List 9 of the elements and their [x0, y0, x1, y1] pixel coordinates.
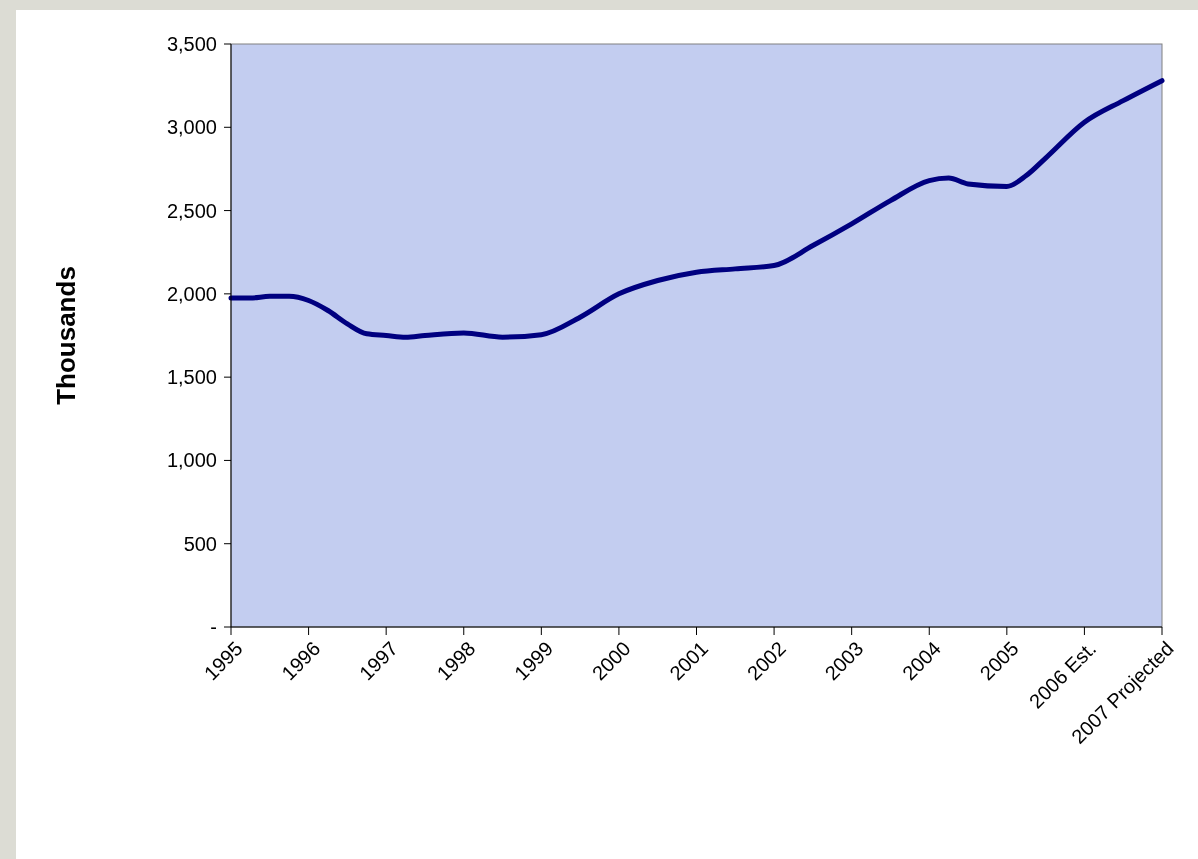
y-axis-title: Thousands	[51, 266, 81, 405]
y-tick-label: -	[210, 616, 217, 638]
y-tick-label: 3,500	[166, 33, 217, 55]
y-tick-label: 2,500	[166, 199, 217, 222]
y-tick-label: 1,000	[166, 449, 217, 472]
y-tick-label: 500	[183, 532, 217, 555]
y-tick-label: 1,500	[166, 366, 217, 389]
y-tick-label: 3,000	[166, 116, 217, 139]
y-tick-label: 2,000	[166, 282, 217, 305]
